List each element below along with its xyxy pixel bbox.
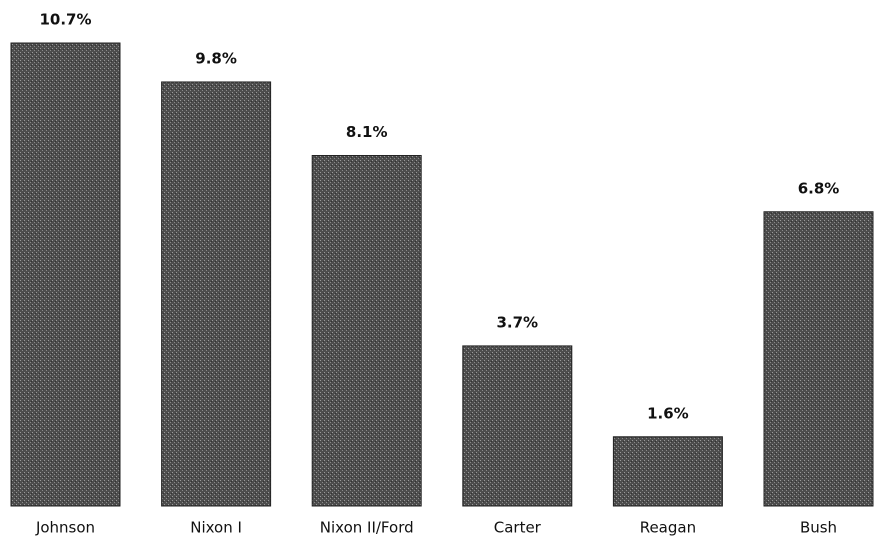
value-label: 3.7% xyxy=(496,313,538,331)
bar xyxy=(161,81,272,507)
bar xyxy=(462,345,573,507)
x-tick-label: Reagan xyxy=(640,519,696,537)
value-label: 10.7% xyxy=(39,11,91,29)
bar xyxy=(763,211,874,507)
bar xyxy=(311,155,422,507)
x-tick-label: Nixon I xyxy=(190,519,242,537)
value-label: 6.8% xyxy=(798,179,840,197)
x-tick-label: Bush xyxy=(800,519,837,537)
x-tick-label: Johnson xyxy=(35,519,95,537)
x-tick-label: Nixon II/Ford xyxy=(320,519,414,537)
value-label: 8.1% xyxy=(346,123,388,141)
bar xyxy=(10,42,121,507)
value-label: 9.8% xyxy=(195,49,237,67)
value-label: 1.6% xyxy=(647,404,689,422)
bar xyxy=(612,436,723,507)
x-tick-label: Carter xyxy=(494,519,542,537)
